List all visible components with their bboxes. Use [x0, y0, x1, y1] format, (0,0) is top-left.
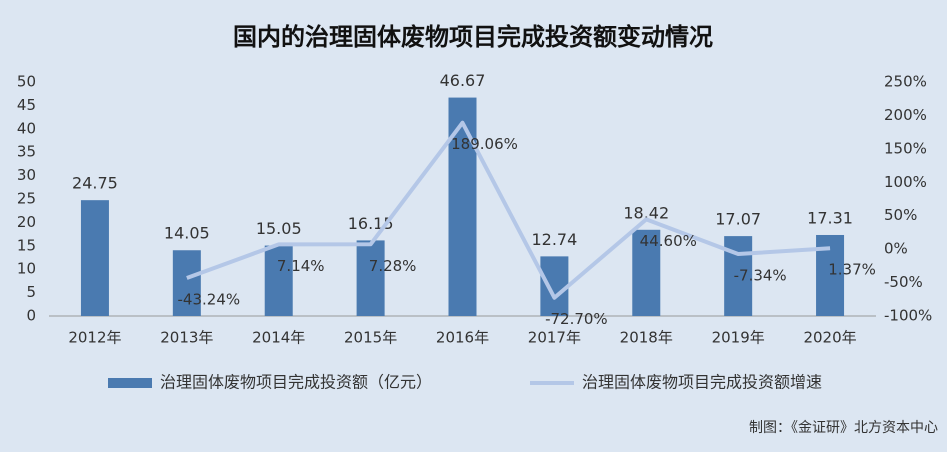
y-tick-label: 10 [17, 260, 36, 278]
chart-title: 国内的治理固体废物项目完成投资额变动情况 [233, 23, 713, 51]
line-value-label: 189.06% [451, 135, 518, 153]
line-value-label: 44.60% [640, 232, 697, 250]
y-tick-label: 35 [17, 143, 36, 161]
y-tick-label: 25 [17, 190, 36, 208]
y-tick-label: 40 [17, 119, 36, 137]
bar-value-label: 14.05 [164, 224, 210, 243]
bar-value-label: 17.07 [715, 210, 761, 229]
y-tick-label: 20 [17, 213, 36, 231]
bar [540, 256, 569, 316]
x-tick-label: 2014年 [252, 329, 305, 347]
bar [80, 200, 109, 316]
y2-tick-label: 0% [884, 240, 908, 258]
y-tick-label: 50 [17, 73, 36, 91]
y2-tick-label: 50% [884, 206, 917, 224]
bar [264, 245, 293, 316]
line-value-label: -7.34% [734, 267, 787, 285]
legend-label: 治理固体废物项目完成投资额增速 [582, 373, 822, 392]
x-tick-label: 2012年 [68, 329, 121, 347]
y2-tick-label: 100% [884, 173, 927, 191]
bar-value-label: 46.67 [440, 71, 486, 90]
source-note: 制图：《金证研》北方资本中心 [749, 420, 938, 436]
bar [448, 97, 477, 316]
x-tick-label: 2019年 [712, 329, 765, 347]
bar-value-label: 24.75 [72, 174, 118, 193]
x-tick-label: 2018年 [620, 329, 673, 347]
x-tick-label: 2020年 [803, 329, 856, 347]
y-tick-label: 45 [17, 96, 36, 114]
bar-value-label: 12.74 [531, 230, 577, 249]
y2-tick-label: -50% [884, 273, 923, 291]
y2-tick-label: -100% [884, 307, 932, 325]
bar-value-label: 15.05 [256, 219, 302, 238]
line-value-label: -43.24% [178, 291, 241, 309]
bar-value-label: 17.31 [807, 208, 853, 227]
x-tick-label: 2015年 [344, 329, 397, 347]
x-tick-label: 2016年 [436, 329, 489, 347]
legend-swatch [108, 378, 152, 388]
x-tick-label: 2013年 [160, 329, 213, 347]
y2-tick-label: 250% [884, 73, 927, 91]
y-tick-label: 0 [26, 307, 36, 325]
line-value-label: -72.70% [545, 310, 608, 328]
bar-value-label: 18.42 [623, 203, 669, 222]
bar [356, 240, 385, 316]
bar [632, 229, 661, 316]
y2-tick-label: 150% [884, 139, 927, 157]
y-tick-label: 5 [26, 283, 36, 301]
line-value-label: 7.28% [369, 257, 417, 275]
x-tick-label: 2017年 [528, 329, 581, 347]
y2-tick-label: 200% [884, 106, 927, 124]
line-value-label: 7.14% [277, 257, 325, 275]
line [186, 120, 831, 300]
line-value-label: 1.37% [828, 261, 876, 279]
legend-label: 治理固体废物项目完成投资额（亿元） [160, 373, 432, 392]
bar [172, 250, 201, 316]
y-tick-label: 30 [17, 166, 36, 184]
y-tick-label: 15 [17, 236, 36, 254]
